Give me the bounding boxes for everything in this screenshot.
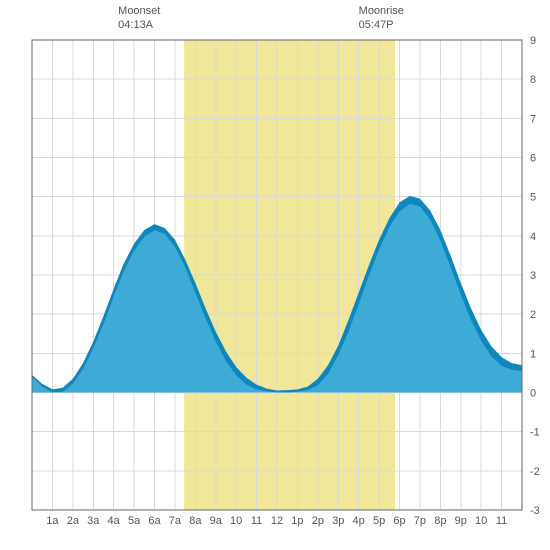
chart-canvas: 1a2a3a4a5a6a7a8a9a1011121p2p3p4p5p6p7p8p… bbox=[0, 0, 550, 550]
y-tick-label: 0 bbox=[530, 388, 536, 400]
x-tick-label: 9a bbox=[210, 515, 223, 527]
x-tick-label: 7a bbox=[169, 515, 182, 527]
x-tick-label: 2a bbox=[67, 515, 80, 527]
x-tick-label: 11 bbox=[251, 515, 262, 527]
x-tick-label: 2p bbox=[312, 515, 324, 527]
x-tick-label: 8p bbox=[434, 515, 446, 527]
x-tick-label: 7p bbox=[414, 515, 426, 527]
y-tick-label: 3 bbox=[530, 270, 536, 282]
tide-chart: Moonset 04:13A Moonrise 05:47P 1a2a3a4a5… bbox=[0, 0, 550, 550]
x-tick-label: 9p bbox=[455, 515, 467, 527]
x-tick-label: 12 bbox=[271, 515, 283, 527]
x-tick-label: 10 bbox=[230, 515, 242, 527]
y-tick-label: 6 bbox=[530, 153, 536, 165]
x-tick-label: 10 bbox=[475, 515, 487, 527]
y-tick-label: 7 bbox=[530, 113, 536, 125]
x-tick-label: 5p bbox=[373, 515, 385, 527]
x-tick-label: 3a bbox=[87, 515, 100, 527]
x-tick-label: 8a bbox=[189, 515, 202, 527]
x-tick-label: 3p bbox=[332, 515, 344, 527]
y-tick-label: 1 bbox=[530, 348, 536, 360]
y-tick-label: -2 bbox=[530, 466, 540, 478]
x-tick-label: 11 bbox=[496, 515, 507, 527]
x-tick-label: 1p bbox=[291, 515, 303, 527]
x-tick-label: 5a bbox=[128, 515, 141, 527]
x-tick-label: 4a bbox=[108, 515, 121, 527]
x-tick-label: 6a bbox=[148, 515, 161, 527]
y-tick-label: 9 bbox=[530, 35, 536, 47]
x-tick-label: 4p bbox=[353, 515, 365, 527]
y-tick-label: 2 bbox=[530, 309, 536, 321]
x-tick-label: 6p bbox=[393, 515, 405, 527]
x-tick-label: 1a bbox=[46, 515, 59, 527]
y-tick-label: 4 bbox=[530, 231, 536, 243]
y-tick-label: -3 bbox=[530, 505, 540, 517]
y-tick-label: 8 bbox=[530, 74, 536, 86]
y-tick-label: -1 bbox=[530, 427, 540, 439]
y-tick-label: 5 bbox=[530, 192, 536, 204]
